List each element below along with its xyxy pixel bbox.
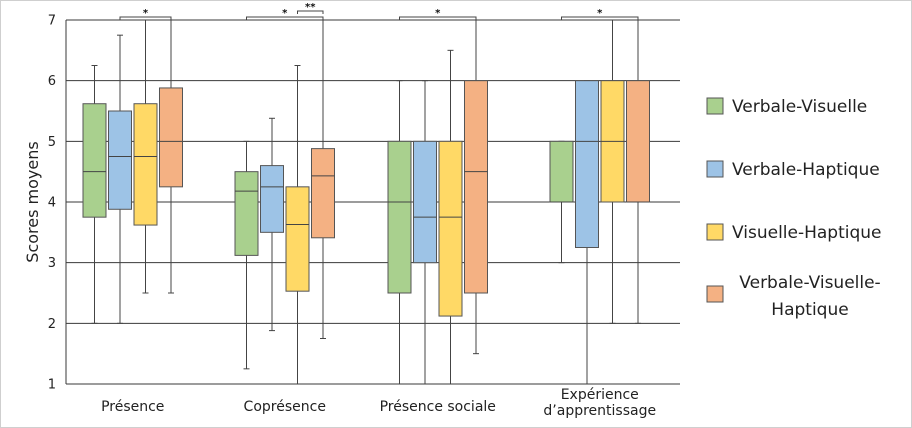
legend-swatch (706, 223, 724, 241)
x-axis-categories: Présence Coprésence Présence sociale Expéri… (101, 387, 656, 419)
y-tick-label: 3 (48, 256, 56, 271)
box-iqr (575, 80, 599, 248)
significance-brackets: * **** * (119, 2, 639, 20)
box-Verbale-Visuelle (234, 140, 259, 370)
box-Verbale-Haptique (260, 117, 284, 332)
legend-swatch (706, 285, 724, 303)
box-Verbale-Visuelle-Haptique (159, 20, 183, 294)
box-iqr (311, 148, 335, 239)
bracket-line (297, 10, 324, 14)
y-tick-label: 4 (48, 196, 56, 211)
y-tick-label: 7 (48, 14, 56, 29)
box-iqr (387, 140, 412, 294)
box-iqr (626, 80, 650, 203)
y-tick-label: 5 (48, 135, 56, 150)
bracket-line (246, 16, 324, 20)
box-Visuelle-Haptique (133, 20, 158, 294)
box-Visuelle-Haptique (438, 49, 463, 384)
box-iqr (108, 110, 132, 210)
box-iqr (82, 103, 107, 218)
box-iqr (438, 140, 463, 317)
x-category-label: Expérience (561, 387, 639, 403)
legend-label: Haptique (771, 300, 848, 320)
box-iqr (464, 80, 488, 294)
x-category-label: d’apprentissage (543, 403, 656, 419)
significance-marker: * (143, 8, 149, 19)
box-iqr (285, 186, 310, 292)
box-iqr (159, 87, 183, 188)
box-Verbale-Haptique (575, 80, 599, 384)
legend-item: Verbale-Haptique (706, 160, 880, 180)
significance-marker: * (282, 8, 288, 19)
y-tick-label: 1 (48, 378, 56, 393)
box-Verbale-Visuelle-Haptique (626, 20, 650, 324)
significance-bracket: * (119, 8, 172, 20)
box-Verbale-Haptique (108, 34, 132, 324)
bracket-line (561, 16, 639, 20)
legend-label: Verbale-Haptique (732, 160, 880, 180)
bracket-line (119, 16, 172, 20)
box-Verbale-Visuelle-Haptique (464, 20, 488, 355)
legend-item: Verbale-Visuelle (706, 97, 867, 117)
legend-item: Visuelle-Haptique (706, 223, 882, 243)
box-Visuelle-Haptique (285, 65, 310, 384)
significance-marker: ** (305, 2, 316, 13)
legend-item: Verbale-Visuelle- Haptique (706, 273, 881, 320)
box-Verbale-Visuelle (387, 80, 412, 384)
y-tick-label: 2 (48, 317, 56, 332)
legend-label: Verbale-Visuelle (732, 97, 867, 117)
box-Verbale-Haptique (413, 80, 437, 384)
legend: Verbale-Visuelle Verbale-Haptique Visuelle… (706, 97, 882, 320)
box-Verbale-Visuelle (82, 65, 107, 324)
box-iqr (549, 140, 574, 203)
x-category-label: Présence sociale (380, 399, 496, 415)
y-tick-label: 6 (48, 74, 56, 89)
y-axis-ticks: 1 2 3 4 5 6 7 (48, 14, 56, 393)
legend-label: Verbale-Visuelle- (739, 273, 880, 293)
bracket-line (399, 16, 477, 20)
x-category-label: Présence (101, 399, 164, 415)
significance-marker: * (597, 8, 603, 19)
box-iqr (260, 165, 284, 233)
box-Visuelle-Haptique (600, 20, 625, 324)
box-series (82, 20, 650, 384)
box-iqr (413, 140, 437, 264)
significance-marker: * (435, 8, 441, 19)
significance-bracket: ** (297, 2, 324, 14)
box-Verbale-Visuelle (549, 140, 574, 264)
legend-label: Visuelle-Haptique (732, 223, 882, 243)
significance-bracket: * (399, 8, 477, 20)
significance-bracket: * (246, 8, 324, 20)
box-iqr (234, 171, 259, 256)
box-iqr (133, 103, 158, 226)
y-axis-label: Scores moyens (23, 141, 42, 262)
legend-swatch (706, 97, 724, 115)
box-Verbale-Visuelle-Haptique (311, 20, 335, 339)
legend-swatch (706, 160, 724, 178)
significance-bracket: * (561, 8, 639, 20)
x-category-label: Coprésence (244, 399, 326, 415)
